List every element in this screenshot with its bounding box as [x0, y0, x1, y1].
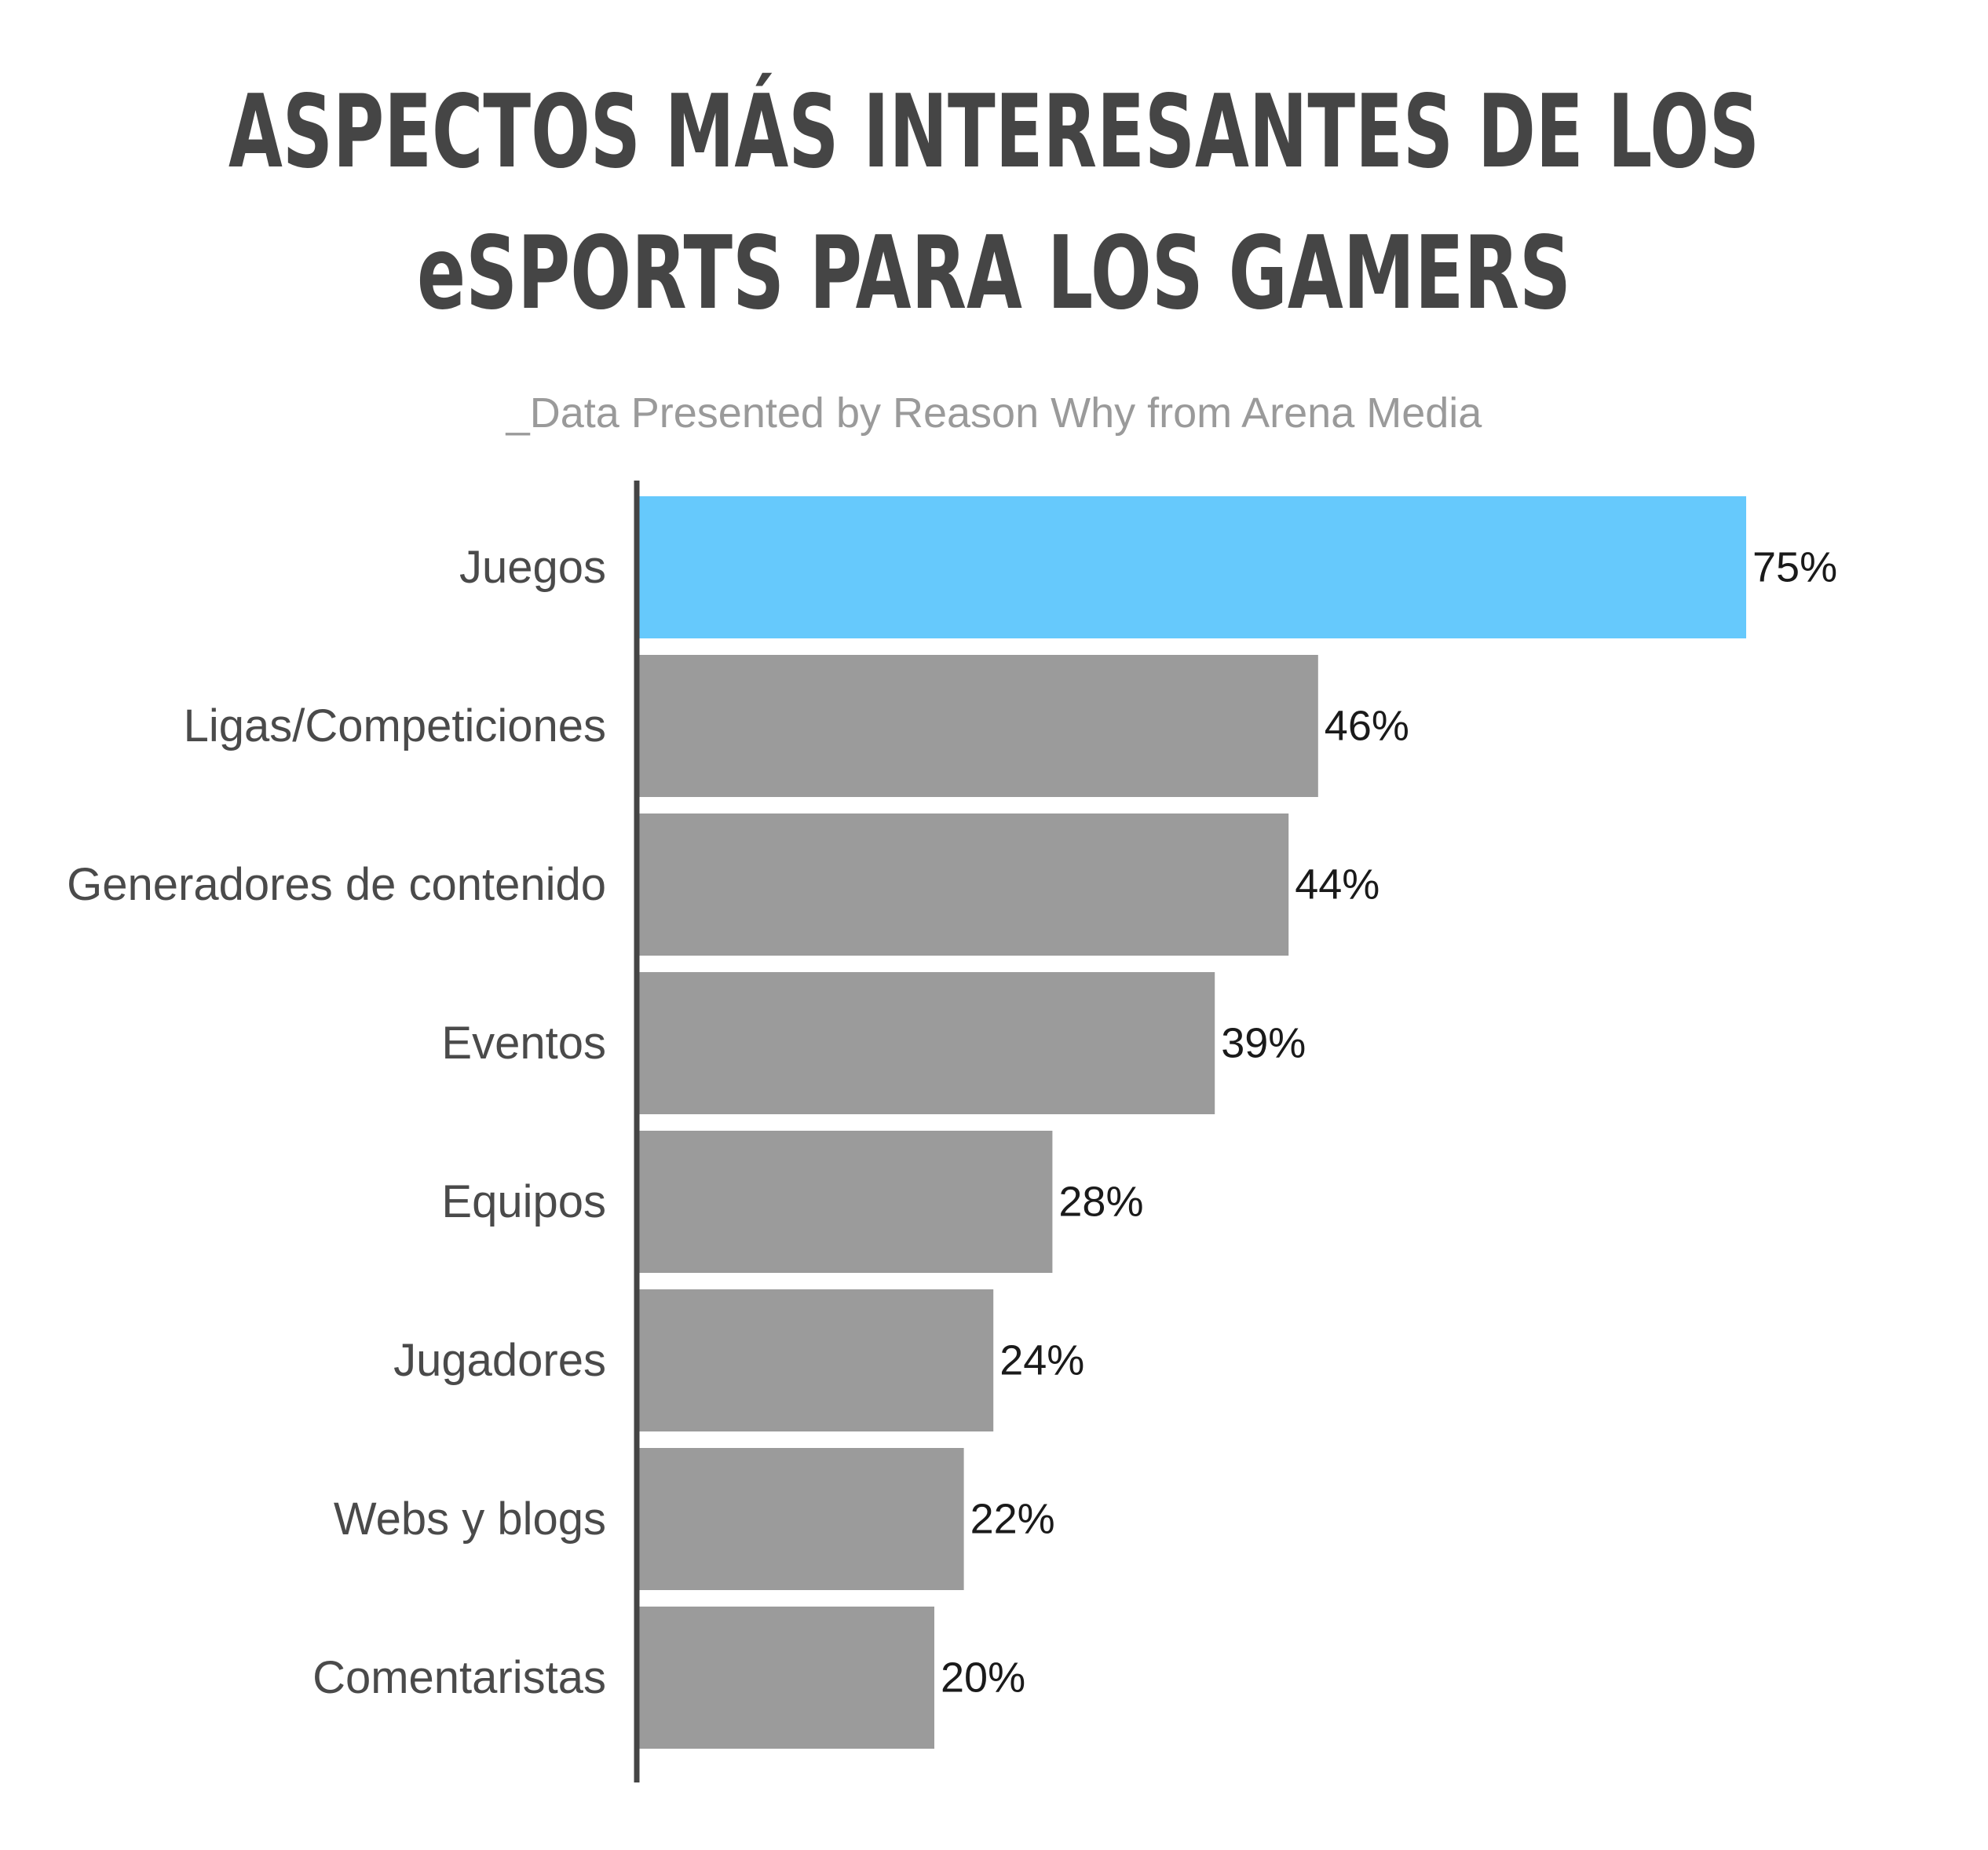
bar-1 [639, 655, 1318, 797]
value-label-6: 22% [970, 1496, 1055, 1543]
value-label-4: 28% [1058, 1179, 1143, 1226]
category-label-7: Comentaristas [312, 1652, 606, 1703]
category-label-4: Equipos [441, 1176, 606, 1227]
category-label-2: Generadores de contenido [67, 859, 606, 910]
category-labels-group: Juegos Ligas/Competiciones Generadores de … [67, 542, 606, 1703]
bar-5 [639, 1289, 994, 1431]
chart-title-line-2: eSPORTS PARA LOS GAMERS [417, 215, 1571, 332]
bar-6 [639, 1448, 964, 1590]
value-label-0: 75% [1752, 544, 1837, 591]
bar-0 [639, 496, 1746, 638]
bar-7 [639, 1607, 934, 1749]
value-labels-group: 75% 46% 44% 39% 28% 24% 22% 20% [941, 544, 1837, 1702]
bar-4 [639, 1131, 1053, 1273]
category-label-6: Webs y blogs [334, 1494, 606, 1545]
value-label-7: 20% [941, 1654, 1025, 1702]
bars-group [639, 496, 1746, 1749]
value-label-1: 46% [1325, 703, 1409, 750]
chart-subtitle: _Data Presented by Reason Why from Arena… [506, 389, 1483, 437]
value-label-3: 39% [1221, 1020, 1306, 1067]
chart-title-line-1: ASPECTOS MÁS INTERESANTES DE LOS [228, 73, 1760, 191]
bar-2 [639, 813, 1289, 956]
value-label-5: 24% [999, 1337, 1084, 1384]
value-label-2: 44% [1295, 861, 1380, 909]
bar-3 [639, 972, 1215, 1114]
category-label-5: Jugadores [393, 1335, 606, 1386]
category-label-0: Juegos [459, 542, 606, 593]
category-label-1: Ligas/Competiciones [184, 700, 606, 751]
category-label-3: Eventos [441, 1018, 606, 1069]
